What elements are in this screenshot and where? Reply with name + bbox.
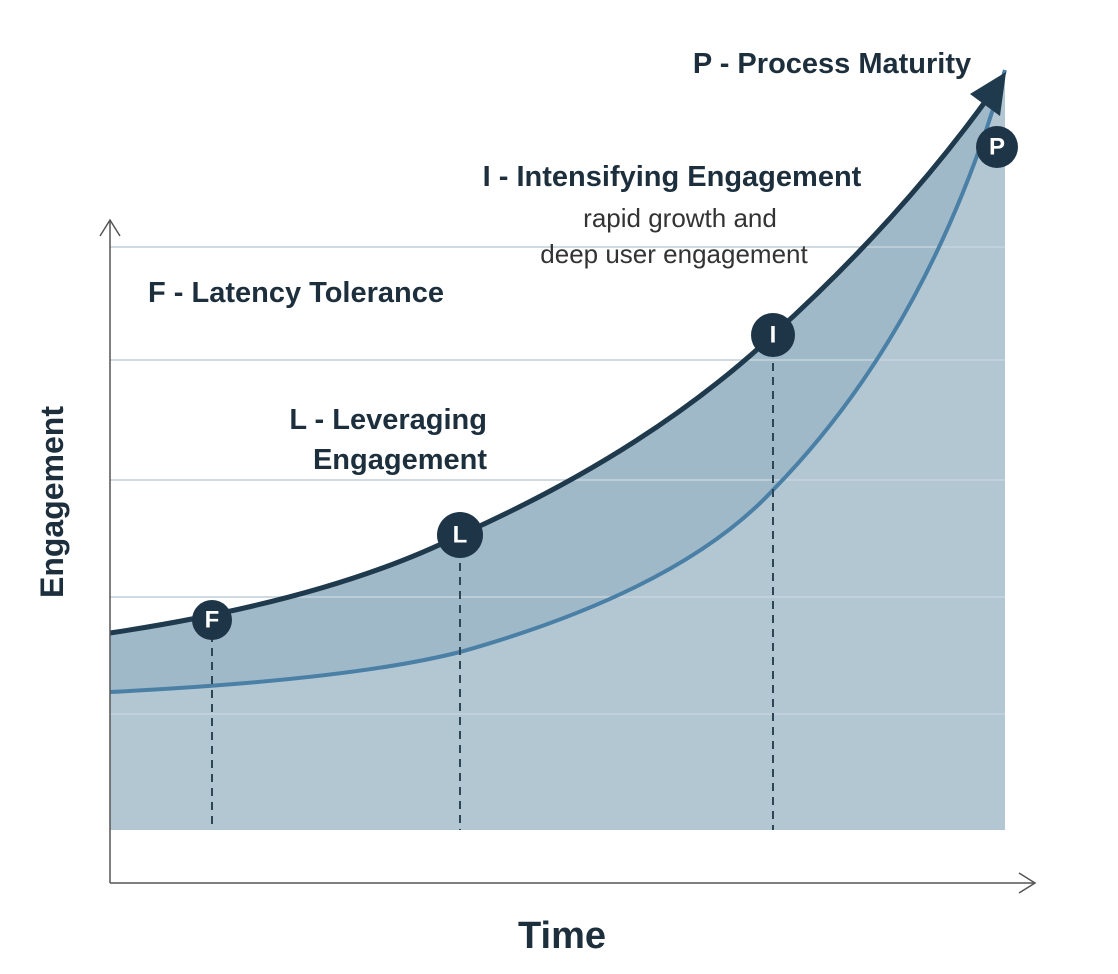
upper-curve: [109, 93, 993, 636]
marker: [751, 313, 795, 357]
marker: [976, 126, 1018, 168]
axes: [99, 218, 1037, 894]
x-axis-label: Time: [518, 915, 606, 957]
marker-letter: F: [205, 607, 220, 634]
stage-label: L - Leveraging: [289, 404, 487, 436]
marker-letter: I: [770, 322, 777, 349]
stage-label: F - Latency Tolerance: [148, 277, 444, 309]
marker: [437, 512, 483, 558]
drop-lines: [211, 335, 774, 830]
arrow-head: [970, 72, 1006, 116]
markers: F L I P: [192, 126, 1018, 640]
stage-description: rapid growth and: [583, 203, 777, 233]
lower-curve: [109, 69, 1007, 694]
stage-label: P - Process Maturity: [693, 48, 971, 80]
marker: [192, 600, 232, 640]
marker-letter: L: [453, 522, 468, 549]
y-axis-label: Engagement: [34, 406, 70, 598]
grid-overlay: [110, 246, 1005, 715]
lower-area: [110, 70, 1005, 830]
stage-description: deep user engagement: [540, 239, 808, 269]
marker-letter: P: [989, 134, 1005, 161]
stage-label: Engagement: [313, 444, 487, 476]
stage-label: I - Intensifying Engagement: [483, 161, 862, 193]
